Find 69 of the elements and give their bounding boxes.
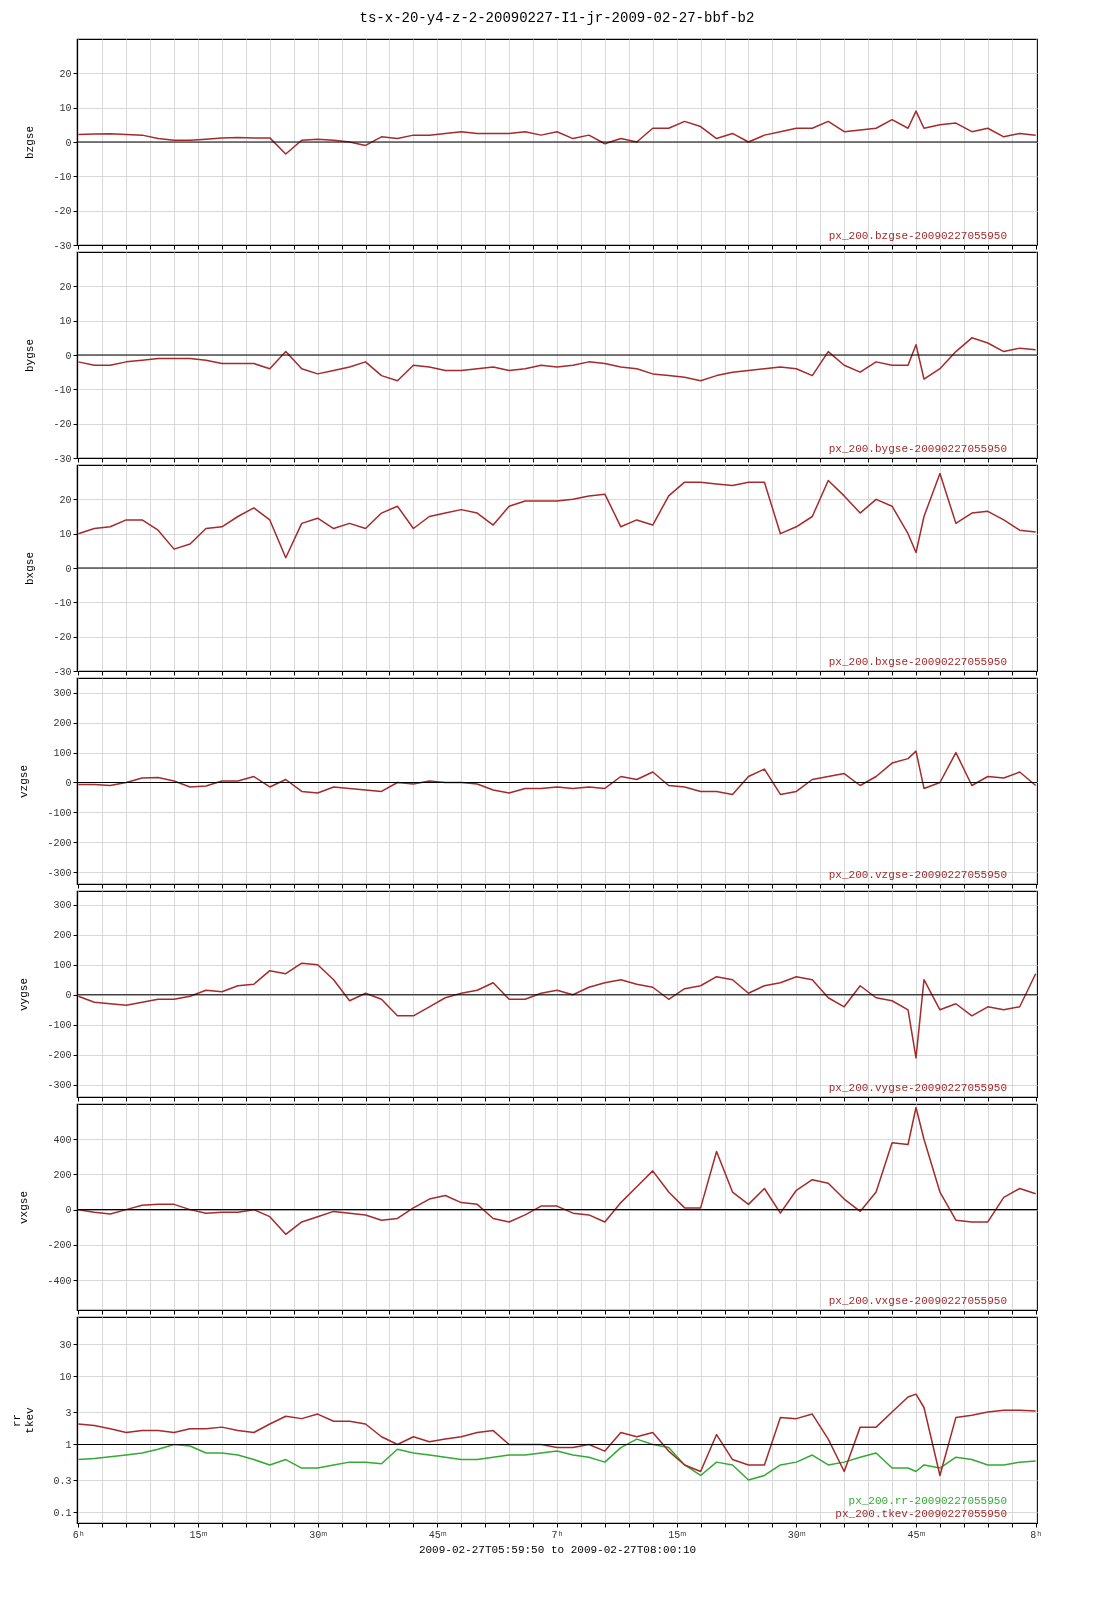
y-tick-label: 10 <box>59 529 72 541</box>
y-tick-label: 100 <box>53 960 72 972</box>
y-tick-label: 20 <box>59 494 72 506</box>
text: px_200.vzgse-20090227055950 <box>828 869 1007 881</box>
chart-title: ts-x-20-y4-z-2-20090227-I1-jr-2009-02-27-bbf-b2 <box>359 10 755 26</box>
y-tick-label: -10 <box>53 171 72 183</box>
y-tick-label: 20 <box>59 68 72 80</box>
y-tick-label: 10 <box>59 316 72 328</box>
y-tick-label: 1 <box>65 1439 72 1451</box>
y-tick-label: -10 <box>53 597 72 609</box>
y-tick-label: -30 <box>53 240 72 252</box>
y-tick-label: 20 <box>59 281 72 293</box>
y-tick-label: -200 <box>47 1240 72 1252</box>
y-tick-label: 30 <box>59 1339 72 1351</box>
y-axis-title: vxgse <box>18 1190 31 1225</box>
y-tick-label: 0 <box>65 1205 72 1217</box>
y-tick-label: 0 <box>65 777 72 789</box>
x-tick-label: 30ᵐ <box>787 1529 806 1541</box>
x-tick-label: 45ᵐ <box>907 1529 926 1541</box>
x-tick-label: 7ʰ <box>551 1529 564 1541</box>
text: px_200.vygse-20090227055950 <box>828 1082 1007 1094</box>
y-tick-label: -200 <box>47 1050 72 1062</box>
x-tick-label: 15ᵐ <box>668 1529 687 1541</box>
y-tick-label: 3 <box>65 1407 72 1419</box>
y-tick-label: 0.1 <box>53 1507 72 1519</box>
y-tick-label: -400 <box>47 1275 72 1287</box>
y-tick-label: 200 <box>53 1169 72 1181</box>
text: px_200.tkev-20090227055950 <box>835 1508 1007 1520</box>
y-tick-label: -300 <box>47 1080 72 1092</box>
y-tick-label: 0 <box>65 350 72 362</box>
y-tick-label: -200 <box>47 837 72 849</box>
y-tick-label: -30 <box>53 666 72 678</box>
y-tick-label: 10 <box>59 1371 72 1383</box>
text: px_200.bzgse-20090227055950 <box>828 230 1007 242</box>
x-tick-label: 15ᵐ <box>189 1529 208 1541</box>
y-tick-label: 100 <box>53 748 72 760</box>
y-axis-title: vzgse <box>18 764 31 799</box>
x-tick-label: 6ʰ <box>72 1529 85 1541</box>
y-tick-label: 200 <box>53 718 72 730</box>
y-tick-label: -300 <box>47 867 72 879</box>
y-tick-label: 0 <box>65 137 72 149</box>
text: px_200.bxgse-20090227055950 <box>828 656 1007 668</box>
y-tick-label: 0.3 <box>53 1475 72 1487</box>
y-axis-title: bygse <box>24 338 37 373</box>
y-tick-label: -100 <box>47 1020 72 1032</box>
y-tick-label: 400 <box>53 1134 72 1146</box>
y-axis-title: rr tkev <box>11 1406 37 1434</box>
y-axis-title: bxgse <box>24 551 37 586</box>
y-tick-label: 300 <box>53 900 72 912</box>
y-axis-title: vygse <box>18 977 31 1012</box>
y-tick-label: 0 <box>65 563 72 575</box>
y-tick-label: -100 <box>47 807 72 819</box>
x-tick-label: 45ᵐ <box>428 1529 447 1541</box>
text: px_200.rr-20090227055950 <box>848 1495 1007 1507</box>
y-tick-label: -10 <box>53 384 72 396</box>
y-tick-label: -20 <box>53 419 72 431</box>
y-tick-label: 10 <box>59 103 72 115</box>
text: px_200.bygse-20090227055950 <box>828 443 1007 455</box>
y-tick-label: -30 <box>53 453 72 465</box>
y-tick-label: 300 <box>53 688 72 700</box>
x-tick-label: 30ᵐ <box>309 1529 328 1541</box>
y-axis-title: bzgse <box>24 125 37 160</box>
x-tick-label: 8ʰ <box>1030 1529 1043 1541</box>
y-tick-label: -20 <box>53 632 72 644</box>
text: px_200.vxgse-20090227055950 <box>828 1295 1007 1307</box>
y-tick-label: -20 <box>53 206 72 218</box>
x-axis-title: 2009-02-27T05:59:50 to 2009-02-27T08:00:10 <box>418 1543 697 1556</box>
y-tick-label: 0 <box>65 990 72 1002</box>
y-tick-label: 200 <box>53 930 72 942</box>
